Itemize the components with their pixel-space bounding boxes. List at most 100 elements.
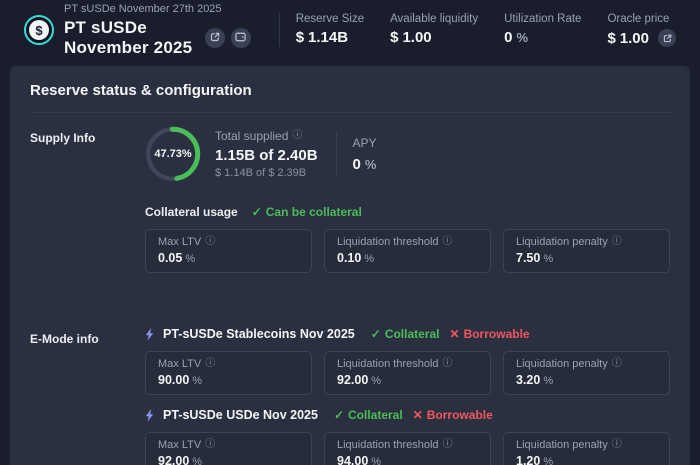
info-icon[interactable]: ⓘ bbox=[611, 236, 622, 247]
percent-sign: % bbox=[192, 456, 203, 465]
max-ltv-card: Max LTV ⓘ 90.00 % bbox=[145, 351, 312, 395]
stat-value: 1.14B bbox=[308, 29, 349, 46]
page-title: PT sUSDe November 2025 bbox=[64, 17, 193, 57]
emode-info-section: E-Mode info PT-sUSDe Stablecoins Nov 202… bbox=[30, 327, 670, 465]
card-value: 3.20 bbox=[516, 373, 541, 387]
reserve-stats: Reserve Size $1.14B Available liquidity … bbox=[296, 13, 676, 47]
stat-label: Reserve Size bbox=[295, 13, 365, 25]
view-contract-button[interactable] bbox=[204, 27, 225, 48]
card-label: Max LTV bbox=[158, 236, 202, 248]
info-icon[interactable]: ⓘ bbox=[611, 439, 622, 450]
card-value: 1.20 bbox=[516, 454, 541, 465]
emode-group-usde: PT-sUSDe USDe Nov 2025 ✓ Collateral ✕ Bo… bbox=[145, 408, 670, 465]
currency-sign: $ bbox=[390, 29, 399, 46]
check-icon: ✓ bbox=[370, 327, 381, 341]
liquidation-threshold-card: Liquidation threshold ⓘ 92.00 % bbox=[324, 351, 491, 395]
emode-category-name: PT-sUSDe Stablecoins Nov 2025 bbox=[163, 327, 355, 341]
info-icon[interactable]: ⓘ bbox=[442, 358, 453, 369]
info-icon[interactable]: ⓘ bbox=[442, 236, 453, 247]
stat-value: 1.00 bbox=[619, 29, 649, 47]
emode-category-name: PT-sUSDe USDe Nov 2025 bbox=[163, 408, 318, 422]
total-supplied-block: Total supplied ⓘ 1.15B of 2.40B $ 1.14B … bbox=[215, 129, 318, 179]
divider bbox=[278, 13, 280, 47]
check-icon: ✓ bbox=[333, 408, 344, 422]
stat-value: 1.00 bbox=[402, 29, 432, 46]
stat-label: Oracle price bbox=[607, 13, 670, 25]
percent-sign: % bbox=[192, 375, 203, 387]
apy-block: APY 0 % bbox=[353, 136, 377, 173]
emode-group-stablecoins: PT-sUSDe Stablecoins Nov 2025 ✓ Collater… bbox=[145, 327, 670, 395]
divider bbox=[335, 131, 337, 177]
reserve-config-panel: Reserve status & configuration Supply In… bbox=[10, 66, 690, 465]
page-header: $ PT sUSDe November 27th 2025 PT sUSDe N… bbox=[0, 0, 700, 66]
currency-sign: $ bbox=[607, 29, 616, 47]
emode-cards: Max LTV ⓘ 92.00 % Liquidation threshold … bbox=[145, 432, 670, 465]
liquidation-penalty-card: Liquidation penalty ⓘ 3.20 % bbox=[503, 351, 670, 395]
lightning-icon bbox=[145, 327, 155, 341]
card-value: 90.00 bbox=[158, 373, 190, 387]
stat-value: 0 bbox=[504, 29, 513, 46]
emode-info-label: E-Mode info bbox=[30, 332, 99, 346]
percent-sign: % bbox=[364, 156, 377, 172]
collateral-badge: ✓ Collateral bbox=[334, 408, 403, 422]
collateral-cards: Max LTV ⓘ 0.05 % Liquidation threshold ⓘ… bbox=[145, 229, 670, 273]
max-ltv-card: Max LTV ⓘ 92.00 % bbox=[145, 432, 312, 465]
liquidation-threshold-card: Liquidation threshold ⓘ 94.00 % bbox=[324, 432, 491, 465]
max-ltv-card: Max LTV ⓘ 0.05 % bbox=[145, 229, 312, 273]
card-value: 0.10 bbox=[337, 251, 362, 265]
supply-summary-row: 47.73% Total supplied ⓘ 1.15B of 2.40B $… bbox=[145, 126, 670, 182]
borrowable-badge: ✕ Borrowable bbox=[450, 327, 530, 341]
card-value: 92.00 bbox=[337, 373, 369, 387]
supply-percent-value: 47.73% bbox=[154, 148, 192, 160]
info-icon[interactable]: ⓘ bbox=[292, 130, 303, 141]
percent-sign: % bbox=[543, 253, 554, 265]
percent-sign: % bbox=[185, 253, 196, 265]
cross-icon: ✕ bbox=[412, 408, 423, 422]
liquidation-threshold-card: Liquidation threshold ⓘ 0.10 % bbox=[324, 229, 491, 273]
info-icon[interactable]: ⓘ bbox=[611, 358, 622, 369]
percent-sign: % bbox=[543, 375, 554, 387]
card-value: 7.50 bbox=[516, 251, 541, 265]
cross-icon: ✕ bbox=[449, 327, 460, 341]
card-value: 94.00 bbox=[337, 454, 369, 465]
panel-title: Reserve status & configuration bbox=[30, 82, 670, 113]
check-icon: ✓ bbox=[251, 205, 262, 219]
token-subtitle: PT sUSDe November 27th 2025 bbox=[64, 2, 222, 15]
apy-label: APY bbox=[352, 135, 377, 150]
stat-label: Available liquidity bbox=[390, 13, 479, 25]
external-link-icon bbox=[210, 30, 220, 45]
percent-sign: % bbox=[371, 456, 382, 465]
supply-info-section: Supply Info 47.73% Total supplied ⓘ 1.15… bbox=[30, 126, 670, 273]
lightning-icon bbox=[145, 408, 155, 422]
card-label: Liquidation threshold bbox=[337, 236, 439, 248]
percent-sign: % bbox=[364, 253, 375, 265]
dollar-coin-icon: $ bbox=[29, 20, 49, 40]
supply-info-label: Supply Info bbox=[30, 131, 96, 145]
percent-sign: % bbox=[516, 30, 529, 45]
info-icon[interactable]: ⓘ bbox=[205, 236, 216, 247]
liquidation-penalty-card: Liquidation penalty ⓘ 1.20 % bbox=[503, 432, 670, 465]
stat-label: Utilization Rate bbox=[504, 13, 582, 25]
card-value: 92.00 bbox=[158, 454, 190, 465]
reserve-size-stat: Reserve Size $1.14B bbox=[296, 13, 364, 46]
card-value: 0.05 bbox=[158, 251, 183, 265]
available-liquidity-stat: Available liquidity $1.00 bbox=[390, 13, 478, 46]
card-label: Liquidation penalty bbox=[516, 236, 608, 248]
apy-value: 0 bbox=[352, 155, 361, 173]
info-icon[interactable]: ⓘ bbox=[442, 439, 453, 450]
borrowable-badge: ✕ Borrowable bbox=[413, 408, 493, 422]
external-link-icon bbox=[663, 31, 672, 46]
card-label: Liquidation penalty bbox=[516, 358, 608, 370]
card-label: Max LTV bbox=[158, 439, 202, 451]
add-to-wallet-button[interactable] bbox=[230, 27, 251, 48]
card-label: Liquidation threshold bbox=[337, 439, 439, 451]
card-label: Max LTV bbox=[158, 358, 202, 370]
wallet-icon bbox=[235, 30, 246, 45]
oracle-link-button[interactable] bbox=[658, 29, 676, 47]
total-supplied-label: Total supplied bbox=[215, 129, 289, 143]
emode-cards: Max LTV ⓘ 90.00 % Liquidation threshold … bbox=[145, 351, 670, 395]
liquidation-penalty-card: Liquidation penalty ⓘ 7.50 % bbox=[503, 229, 670, 273]
utilization-rate-stat: Utilization Rate 0 % bbox=[504, 13, 581, 46]
info-icon[interactable]: ⓘ bbox=[205, 439, 216, 450]
info-icon[interactable]: ⓘ bbox=[205, 358, 216, 369]
